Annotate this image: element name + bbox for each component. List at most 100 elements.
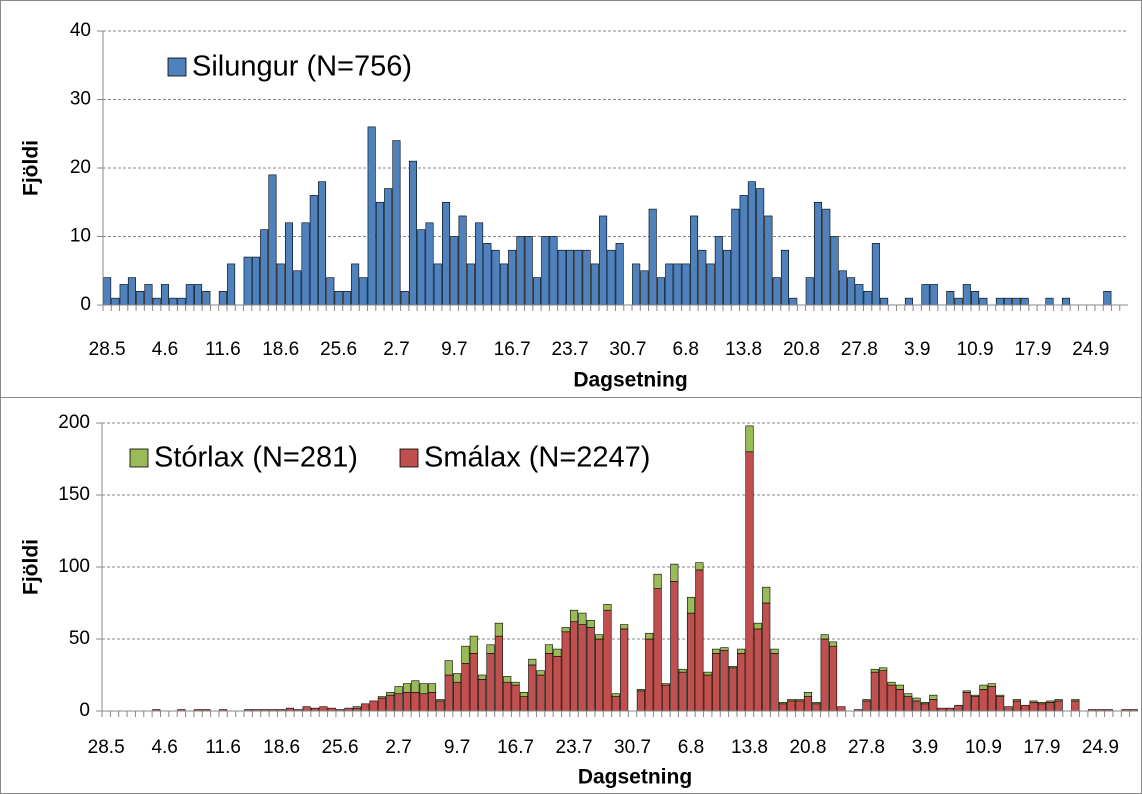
bar xyxy=(590,263,599,306)
bar xyxy=(979,297,988,306)
bar xyxy=(394,693,403,712)
bar xyxy=(863,290,872,306)
bar xyxy=(478,674,487,680)
x-tick-label: 30.7 xyxy=(609,339,646,360)
bar xyxy=(202,290,211,306)
x-tick-label: 13.8 xyxy=(731,737,768,758)
bar xyxy=(681,263,690,306)
x-tick-label: 27.8 xyxy=(848,737,885,758)
x-tick-label: 16.7 xyxy=(497,737,534,758)
bar xyxy=(778,702,787,705)
bar xyxy=(359,277,368,306)
bar xyxy=(946,290,955,306)
bar xyxy=(603,604,612,611)
bar xyxy=(653,573,662,589)
x-tick-label: 4.6 xyxy=(151,737,177,758)
bar xyxy=(670,563,679,582)
bar xyxy=(712,648,721,654)
bar xyxy=(111,297,120,306)
bar xyxy=(499,263,508,306)
bar xyxy=(444,660,453,676)
bar xyxy=(494,622,503,637)
bar xyxy=(503,681,512,712)
bar xyxy=(334,290,343,306)
bar xyxy=(536,674,545,712)
bar xyxy=(160,284,170,306)
bar xyxy=(661,684,671,712)
bar xyxy=(1012,699,1021,702)
bar xyxy=(929,699,938,712)
x-tick-label: 28.5 xyxy=(89,339,126,360)
bar xyxy=(369,700,378,712)
x-tick-label: 3.9 xyxy=(912,737,938,758)
bar xyxy=(528,658,537,666)
legend-swatch xyxy=(129,448,149,468)
bar xyxy=(569,621,579,712)
bar xyxy=(728,667,737,712)
bar xyxy=(728,666,737,669)
bar xyxy=(486,644,495,654)
bar xyxy=(1046,700,1055,703)
bar xyxy=(855,284,864,306)
bar xyxy=(778,703,787,712)
bar xyxy=(218,290,227,306)
bar xyxy=(787,700,796,712)
bar xyxy=(820,638,829,712)
bar xyxy=(478,679,487,712)
bar xyxy=(427,683,437,693)
legend-label: Stórlax (N=281) xyxy=(154,442,358,474)
x-tick-label: 3.9 xyxy=(904,339,930,360)
bar xyxy=(686,612,696,712)
bar xyxy=(772,277,781,306)
bar xyxy=(319,706,328,712)
bar xyxy=(508,249,517,306)
bar xyxy=(954,297,963,306)
bar xyxy=(954,704,963,712)
bar xyxy=(119,284,128,306)
bar xyxy=(706,263,715,306)
bar xyxy=(516,236,525,306)
bar xyxy=(578,624,587,712)
bar xyxy=(720,647,729,651)
x-axis-title: Dagsetning xyxy=(578,766,692,789)
bar xyxy=(996,694,1005,697)
bar xyxy=(243,256,252,306)
bar xyxy=(461,645,470,664)
bar xyxy=(301,222,310,306)
bar xyxy=(720,650,729,712)
bar xyxy=(276,263,285,306)
bar xyxy=(1037,702,1046,705)
bar xyxy=(394,686,403,695)
bar xyxy=(803,691,813,697)
x-tick-label: 11.6 xyxy=(205,737,241,758)
x-tick-label: 20.8 xyxy=(789,737,826,758)
bar xyxy=(453,681,462,712)
bar xyxy=(747,181,756,306)
bar xyxy=(491,249,500,306)
bar xyxy=(695,562,704,571)
bar xyxy=(553,648,562,657)
bar xyxy=(185,284,194,306)
bar xyxy=(789,297,798,306)
bar xyxy=(805,277,814,306)
bar xyxy=(828,645,838,712)
bar xyxy=(690,215,699,306)
bar xyxy=(870,671,879,712)
bar xyxy=(419,693,428,712)
bar xyxy=(402,691,412,712)
bar xyxy=(1012,700,1021,712)
bar xyxy=(920,702,930,705)
bar xyxy=(753,628,762,712)
bar xyxy=(392,140,401,306)
bar xyxy=(770,648,779,654)
bar xyxy=(979,684,988,690)
bar xyxy=(812,703,821,712)
bar xyxy=(461,663,470,712)
bar xyxy=(557,249,566,306)
bar xyxy=(1020,297,1029,306)
bar xyxy=(607,249,616,306)
bar xyxy=(486,653,495,712)
bar xyxy=(352,706,361,709)
bar xyxy=(1054,699,1063,702)
